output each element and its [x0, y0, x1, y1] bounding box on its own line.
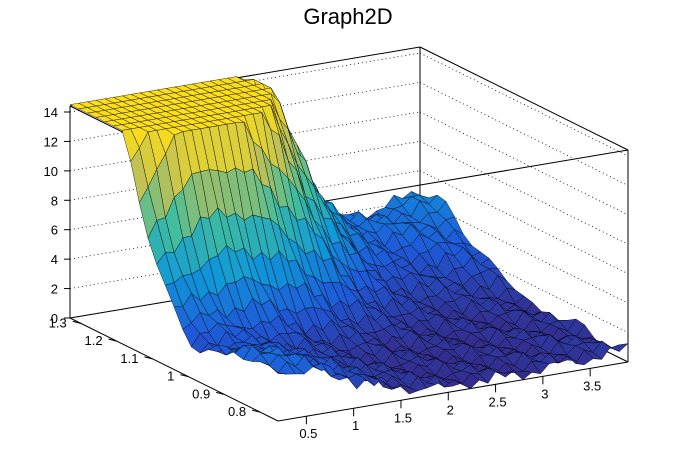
z-tick-label: 2 [51, 282, 58, 297]
x-tick-label: 2 [447, 402, 454, 417]
z-tick-label: 0 [51, 311, 58, 326]
y-tick-label: 1.1 [120, 351, 138, 366]
y-tick [144, 356, 153, 360]
y-tick-label: 1 [167, 369, 174, 384]
x-tick-label: 3.5 [583, 378, 601, 393]
z-tick-label: 8 [51, 193, 58, 208]
y-tick-label: 0.9 [192, 386, 210, 401]
z-gridline [419, 111, 629, 216]
x-tick-label: 3 [541, 386, 548, 401]
y-tick-label: 0.8 [228, 404, 246, 419]
y-tick [180, 374, 189, 378]
surface-cell [610, 343, 629, 352]
y-tick-label: 1.3 [49, 315, 67, 330]
z-gridline [419, 170, 629, 275]
chart-title: Graph2D [303, 4, 393, 29]
x-tick-label: 2.5 [489, 394, 507, 409]
z-tick-label: 6 [51, 223, 58, 238]
z-gridline [419, 199, 629, 304]
x-tick-label: 1.5 [394, 410, 412, 425]
y-tick [72, 320, 81, 324]
y-axis [69, 317, 279, 422]
z-gridline [419, 229, 629, 333]
z-gridline [419, 82, 629, 186]
box-edge [277, 149, 629, 210]
z-gridline [419, 140, 629, 245]
z-tick-label: 14 [44, 105, 58, 120]
x-axis [277, 361, 629, 422]
z-gridline [419, 52, 629, 157]
y-tick [108, 338, 117, 342]
x-tick-label: 0.5 [299, 426, 317, 441]
box-edge [419, 46, 629, 151]
z-tick-label: 10 [44, 164, 58, 179]
y-tick [216, 391, 225, 395]
z-tick-label: 4 [51, 252, 58, 267]
y-tick-label: 1.2 [85, 333, 103, 348]
x-tick-label: 1 [352, 418, 359, 433]
y-tick [251, 409, 261, 413]
z-tick-label: 12 [44, 134, 58, 149]
